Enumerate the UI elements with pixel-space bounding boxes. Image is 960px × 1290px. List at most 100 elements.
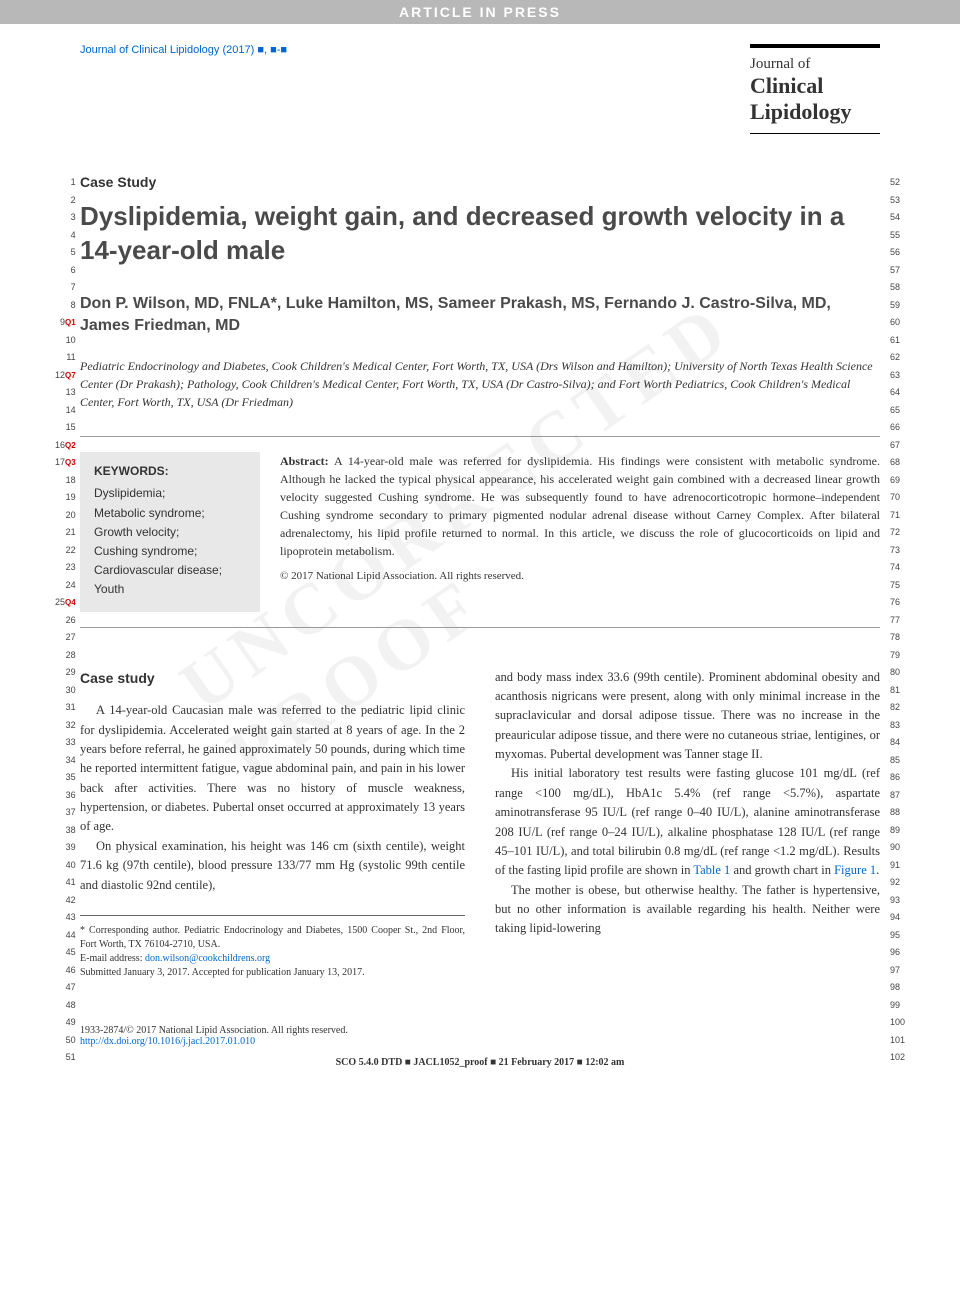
- footnote-block: * Corresponding author. Pediatric Endocr…: [80, 915, 465, 980]
- line-number: 78: [890, 629, 905, 647]
- line-number: 4: [55, 227, 76, 245]
- line-number: 89: [890, 822, 905, 840]
- line-number: 47: [55, 979, 76, 997]
- keyword-item: Growth velocity;: [94, 523, 246, 542]
- line-number: 36: [55, 787, 76, 805]
- column-right: and body mass index 33.6 (99th centile).…: [495, 668, 880, 980]
- keyword-item: Cushing syndrome;: [94, 542, 246, 561]
- line-number: 57: [890, 262, 905, 280]
- line-number: 13: [55, 384, 76, 402]
- journal-reference: Journal of Clinical Lipidology (2017) ■,…: [80, 44, 287, 56]
- line-number: 9Q1: [55, 314, 76, 332]
- article-type-label: Case Study: [80, 174, 880, 190]
- line-number: 26: [55, 612, 76, 630]
- line-number: 102: [890, 1049, 905, 1067]
- line-number: 44: [55, 927, 76, 945]
- line-number: 20: [55, 507, 76, 525]
- keyword-item: Cardiovascular disease;: [94, 561, 246, 580]
- line-number: 64: [890, 384, 905, 402]
- text-span: .: [876, 863, 879, 877]
- line-number: 65: [890, 402, 905, 420]
- line-number: 73: [890, 542, 905, 560]
- line-number: 50: [55, 1032, 76, 1050]
- line-number: 88: [890, 804, 905, 822]
- line-number: 52: [890, 174, 905, 192]
- line-number: 30: [55, 682, 76, 700]
- line-number: 91: [890, 857, 905, 875]
- article-title: Dyslipidemia, weight gain, and decreased…: [80, 200, 880, 268]
- line-number: 16Q2: [55, 437, 76, 455]
- line-number: 42: [55, 892, 76, 910]
- body-columns: Case study A 14-year-old Caucasian male …: [80, 668, 880, 980]
- line-number: 95: [890, 927, 905, 945]
- line-number: 8: [55, 297, 76, 315]
- doi-link[interactable]: http://dx.doi.org/10.1016/j.jacl.2017.01…: [80, 1036, 255, 1047]
- line-number: 5: [55, 244, 76, 262]
- line-number: 71: [890, 507, 905, 525]
- footer-left: 1933-2874/© 2017 National Lipid Associat…: [80, 1025, 348, 1047]
- line-number: 29: [55, 664, 76, 682]
- line-number: 99: [890, 997, 905, 1015]
- paragraph: and body mass index 33.6 (99th centile).…: [495, 668, 880, 765]
- line-number: 7: [55, 279, 76, 297]
- line-number: 1: [55, 174, 76, 192]
- line-number: 101: [890, 1032, 905, 1050]
- line-number: 60: [890, 314, 905, 332]
- journal-logo: Journal of Clinical Lipidology: [750, 44, 880, 134]
- paragraph: The mother is obese, but otherwise healt…: [495, 881, 880, 939]
- logo-line-1: Journal of: [750, 56, 880, 73]
- column-left: Case study A 14-year-old Caucasian male …: [80, 668, 465, 980]
- keyword-item: Youth: [94, 580, 246, 599]
- line-number: 53: [890, 192, 905, 210]
- paragraph: His initial laboratory test results were…: [495, 764, 880, 880]
- line-number: 45: [55, 944, 76, 962]
- abstract-text: Abstract: A 14-year-old male was referre…: [280, 452, 880, 611]
- line-number: 12Q7: [55, 367, 76, 385]
- page-content: 123456789Q1101112Q713141516Q217Q31819202…: [0, 24, 960, 1010]
- line-number: 39: [55, 839, 76, 857]
- keywords-box: KEYWORDS: Dyslipidemia;Metabolic syndrom…: [80, 452, 260, 611]
- line-number: 46: [55, 962, 76, 980]
- line-number: 38: [55, 822, 76, 840]
- line-number: 96: [890, 944, 905, 962]
- line-number: 87: [890, 787, 905, 805]
- email-link[interactable]: don.wilson@cookchildrens.org: [145, 953, 270, 964]
- keyword-item: Dyslipidemia;: [94, 484, 246, 503]
- line-number: 93: [890, 892, 905, 910]
- email-line: E-mail address: don.wilson@cookchildrens…: [80, 952, 465, 966]
- line-number: 77: [890, 612, 905, 630]
- line-numbers-right: 5253545556575859606162636465666768697071…: [890, 174, 905, 1067]
- line-number: 86: [890, 769, 905, 787]
- issn-line: 1933-2874/© 2017 National Lipid Associat…: [80, 1025, 348, 1036]
- line-number: 75: [890, 577, 905, 595]
- line-number: 18: [55, 472, 76, 490]
- line-number: 24: [55, 577, 76, 595]
- line-number: 66: [890, 419, 905, 437]
- text-span: His initial laboratory test results were…: [495, 766, 880, 877]
- line-number: 69: [890, 472, 905, 490]
- line-number: 28: [55, 647, 76, 665]
- line-number: 82: [890, 699, 905, 717]
- line-number: 72: [890, 524, 905, 542]
- table-link[interactable]: Table 1: [693, 863, 730, 877]
- text-span: and growth chart in: [730, 863, 834, 877]
- footer-proof: SCO 5.4.0 DTD ■ JACL1052_proof ■ 21 Febr…: [0, 1052, 960, 1083]
- authors: Don P. Wilson, MD, FNLA*, Luke Hamilton,…: [80, 293, 880, 338]
- line-number: 74: [890, 559, 905, 577]
- line-number: 79: [890, 647, 905, 665]
- line-number: 3: [55, 209, 76, 227]
- line-number: 54: [890, 209, 905, 227]
- line-number: 2: [55, 192, 76, 210]
- section-heading: Case study: [80, 668, 465, 690]
- line-number: 85: [890, 752, 905, 770]
- line-number: 98: [890, 979, 905, 997]
- figure-link[interactable]: Figure 1: [834, 863, 876, 877]
- line-number: 90: [890, 839, 905, 857]
- line-numbers-left: 123456789Q1101112Q713141516Q217Q31819202…: [55, 174, 76, 1067]
- line-number: 14: [55, 402, 76, 420]
- line-number: 22: [55, 542, 76, 560]
- logo-line-3: Lipidology: [750, 99, 880, 125]
- line-number: 56: [890, 244, 905, 262]
- line-number: 15: [55, 419, 76, 437]
- line-number: 31: [55, 699, 76, 717]
